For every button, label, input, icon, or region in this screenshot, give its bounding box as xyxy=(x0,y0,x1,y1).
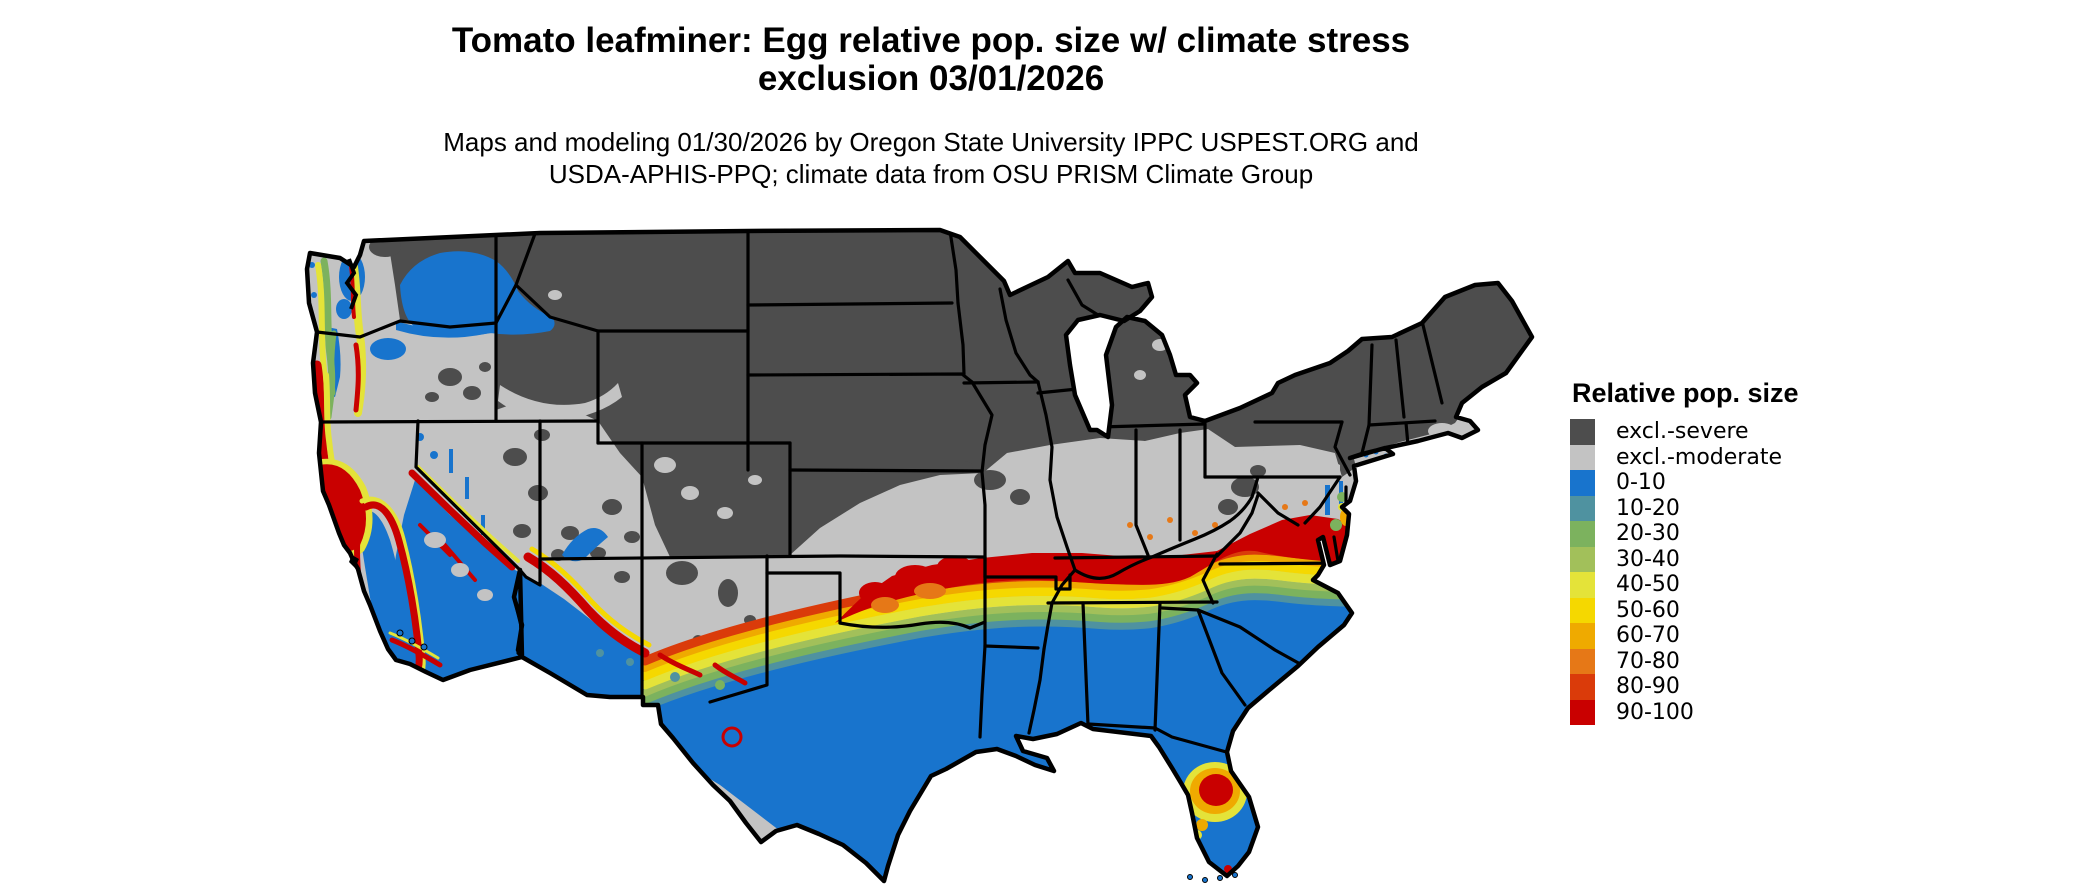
legend-item: 70-80 xyxy=(1570,648,1870,674)
map-title-line1: Tomato leafminer: Egg relative pop. size… xyxy=(451,21,1411,60)
legend-color-swatch xyxy=(1570,546,1595,572)
legend-color-swatch xyxy=(1570,495,1595,521)
us-map-svg xyxy=(300,225,1550,890)
legend-color-swatch xyxy=(1570,623,1595,649)
legend-item: 40-50 xyxy=(1570,572,1870,598)
legend-color-swatch xyxy=(1570,521,1595,547)
legend-item-label: 0-10 xyxy=(1616,470,1666,496)
us-choropleth-map xyxy=(300,225,1550,890)
legend-item: 0-10 xyxy=(1570,470,1870,496)
legend-color-swatch xyxy=(1570,444,1595,470)
legend-item: 10-20 xyxy=(1570,495,1870,521)
title-block: Tomato leafminer: Egg relative pop. size… xyxy=(0,22,1862,98)
legend-item: 50-60 xyxy=(1570,597,1870,623)
legend-item-label: 90-100 xyxy=(1616,699,1694,725)
legend-color-swatch xyxy=(1570,419,1595,445)
legend-item-label: 20-30 xyxy=(1616,521,1680,547)
map-title-line2: exclusion 03/01/2026 xyxy=(757,59,1105,98)
legend-item-label: 10-20 xyxy=(1616,495,1680,521)
legend-color-swatch xyxy=(1570,699,1595,725)
legend-color-swatch xyxy=(1570,597,1595,623)
legend-item: 60-70 xyxy=(1570,623,1870,649)
legend-color-swatch xyxy=(1570,470,1595,496)
legend-color-swatch xyxy=(1570,674,1595,700)
legend-item-label: 50-60 xyxy=(1616,597,1680,623)
legend-item-label: 40-50 xyxy=(1616,572,1680,598)
subtitle-block: Maps and modeling 01/30/2026 by Oregon S… xyxy=(0,126,1862,190)
map-subtitle-line1: Maps and modeling 01/30/2026 by Oregon S… xyxy=(443,127,1419,157)
legend-item-label: excl.-severe xyxy=(1616,419,1749,445)
map-subtitle-line2: USDA-APHIS-PPQ; climate data from OSU PR… xyxy=(548,159,1314,189)
legend-item: 30-40 xyxy=(1570,546,1870,572)
legend: Relative pop. size excl.-severe excl.-mod… xyxy=(1570,378,1870,725)
legend-item: 80-90 xyxy=(1570,674,1870,700)
state-borders xyxy=(315,230,1444,755)
water-features xyxy=(344,258,1238,883)
legend-item-label: 30-40 xyxy=(1616,546,1680,572)
legend-item-label: excl.-moderate xyxy=(1616,444,1782,470)
legend-item-label: 80-90 xyxy=(1616,674,1680,700)
legend-item: 20-30 xyxy=(1570,521,1870,547)
legend-item: excl.-severe xyxy=(1570,419,1870,445)
legend-color-swatch xyxy=(1570,572,1595,598)
legend-color-swatch xyxy=(1570,648,1595,674)
legend-item: 90-100 xyxy=(1570,699,1870,725)
legend-list: excl.-severe excl.-moderate 0-10 10-20 20-30… xyxy=(1570,419,1870,725)
legend-item-label: 60-70 xyxy=(1616,623,1680,649)
legend-item: excl.-moderate xyxy=(1570,444,1870,470)
legend-title: Relative pop. size xyxy=(1572,378,1799,408)
legend-item-label: 70-80 xyxy=(1616,648,1680,674)
